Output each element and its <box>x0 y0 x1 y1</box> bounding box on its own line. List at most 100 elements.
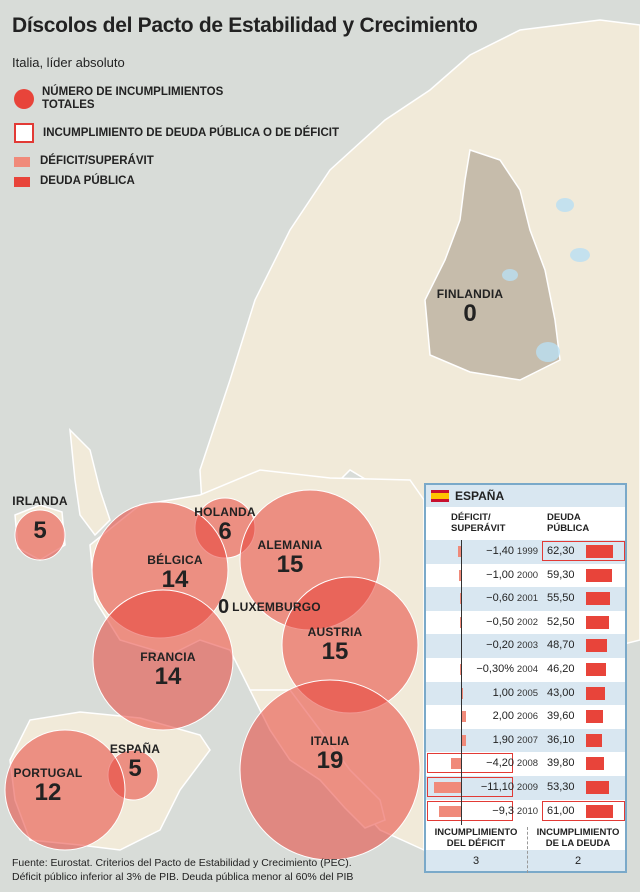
debt-value: 48,70 <box>547 639 575 652</box>
debt-value: 52,50 <box>547 615 575 628</box>
circle-italia <box>239 679 421 861</box>
debt-bar <box>586 686 605 700</box>
debt-bar <box>586 568 613 582</box>
debt-value: 62,30 <box>547 545 575 557</box>
debt-value: 46,20 <box>547 662 575 675</box>
legend-breach: INCUMPLIMIENTO DE DEUDA PÚBLICA O DE DÉF… <box>14 123 339 143</box>
deficit-bar <box>461 687 464 699</box>
debt-bar <box>586 639 608 653</box>
country-name: ITALIA <box>310 734 350 748</box>
legend-deficit-label: DÉFICIT/SUPERÁVIT <box>40 155 154 167</box>
deficit-bar <box>461 734 466 746</box>
label-italia: ITALIA 19 <box>290 734 370 774</box>
footer-deficit-count: 3 <box>472 855 480 867</box>
debt-bar <box>586 757 604 771</box>
deficit-bar <box>459 616 461 628</box>
table-row: 2,00 2006 39,60 <box>426 705 625 729</box>
legend-breach-label: INCUMPLIMIENTO DE DEUDA PÚBLICA O DE DÉF… <box>43 126 340 139</box>
table-row: 1,00 2005 43,00 <box>426 681 625 706</box>
debt-breach-box <box>542 800 625 821</box>
debt-bar <box>586 733 602 747</box>
debt-bar <box>586 545 614 558</box>
deficit-bar <box>457 546 461 557</box>
label-alemania: ALEMANIA 15 <box>245 538 335 578</box>
circle-francia <box>92 589 234 731</box>
debt-bar <box>586 615 610 629</box>
label-espana: ESPAÑA 5 <box>100 742 170 782</box>
footer-debt-label: INCUMPLIMIENTO DE LA DEUDA <box>536 827 620 849</box>
deficit-value: −0,20 <box>486 639 514 652</box>
year-label: 2008 <box>516 758 539 770</box>
deficit-bar <box>458 569 461 581</box>
country-value: 5 <box>33 517 47 544</box>
table-row: −1,00 2000 59,30 <box>426 564 625 588</box>
deficit-value: −1,00 <box>486 568 514 581</box>
legend-debt: DEUDA PÚBLICA <box>14 175 135 188</box>
label-francia: FRANCIA 14 <box>128 650 208 690</box>
country-name: LUXEMBURGO <box>232 600 321 614</box>
debt-bar <box>586 662 607 676</box>
debt-value: 39,80 <box>547 757 575 770</box>
table-row: 1,90 2007 36,10 <box>426 728 625 753</box>
country-name: FINLANDIA <box>436 287 504 301</box>
circle-portugal <box>4 729 126 851</box>
table-row: −4,20 2008 39,80 <box>426 752 625 776</box>
label-belgica: BÉLGICA 14 <box>135 553 215 593</box>
legend-debt-label: DEUDA PÚBLICA <box>40 175 135 187</box>
footer-deficit-label: INCUMPLIMIENTO DEL DÉFICIT <box>434 827 518 849</box>
country-name: FRANCIA <box>140 650 196 664</box>
legend-total: NÚMERO DE INCUMPLIMIENTOS TOTALES <box>14 86 252 112</box>
table-row: −0,60 2001 55,50 <box>426 587 625 611</box>
col-header-debt: DEUDA PÚBLICA <box>547 512 590 534</box>
year-label: 1999 <box>516 546 539 557</box>
year-label: 2007 <box>516 734 539 746</box>
year-label: 2006 <box>516 711 539 723</box>
deficit-value: 1,90 <box>492 733 514 746</box>
source-line: Déficit público inferior al 3% de PIB. D… <box>12 871 354 883</box>
spain-flag-icon <box>431 490 449 502</box>
year-label: 2000 <box>516 569 539 581</box>
deficit-swatch-icon <box>14 156 30 167</box>
debt-breach-box <box>542 541 625 561</box>
footer-divider <box>527 827 528 873</box>
country-value: 5 <box>128 755 142 782</box>
spain-panel: ESPAÑA DÉFICIT/ SUPERÁVIT DEUDA PÚBLICA … <box>424 483 627 873</box>
debt-value: 39,60 <box>547 710 575 723</box>
deficit-bar <box>438 805 461 817</box>
deficit-value: −11,10 <box>480 780 514 793</box>
deficit-breach-box <box>427 776 513 797</box>
country-name: PORTUGAL <box>13 766 83 780</box>
table-row: −1,40 1999 62,30 <box>426 540 625 564</box>
debt-value: 43,00 <box>547 686 575 699</box>
deficit-bar <box>434 781 461 793</box>
year-label: 2009 <box>516 781 539 793</box>
circle-irlanda <box>14 509 66 561</box>
label-luxemburgo: 0 LUXEMBURGO <box>218 594 328 620</box>
page-title: Díscolos del Pacto de Estabilidad y Crec… <box>12 14 478 37</box>
debt-bar <box>586 780 610 794</box>
country-name: ALEMANIA <box>257 538 323 552</box>
legend-deficit: DÉFICIT/SUPERÁVIT <box>14 155 154 168</box>
label-austria: AUSTRIA 15 <box>295 625 375 665</box>
debt-value: 55,50 <box>547 592 575 605</box>
deficit-axis <box>461 540 462 825</box>
deficit-breach-box <box>427 800 513 821</box>
label-irlanda: IRLANDA 5 <box>5 494 75 544</box>
deficit-bar <box>461 711 466 723</box>
country-value: 12 <box>34 779 62 806</box>
debt-value: 53,30 <box>547 780 575 793</box>
country-name: AUSTRIA <box>307 625 363 639</box>
table-row: −11,10 2009 53,30 <box>426 775 625 800</box>
deficit-value: 2,00 <box>492 710 514 723</box>
country-value: 6 <box>218 518 232 545</box>
year-label: 2001 <box>516 593 539 605</box>
deficit-value: −0,60 <box>486 592 514 605</box>
finland-shape <box>424 149 561 381</box>
country-value: 15 <box>276 551 304 578</box>
deficit-value: −1,40 <box>486 545 514 557</box>
year-label: 2005 <box>516 687 539 699</box>
year-label: 2004 <box>516 663 539 675</box>
deficit-value: −0,30% <box>476 662 514 675</box>
deficit-bar <box>459 593 461 605</box>
